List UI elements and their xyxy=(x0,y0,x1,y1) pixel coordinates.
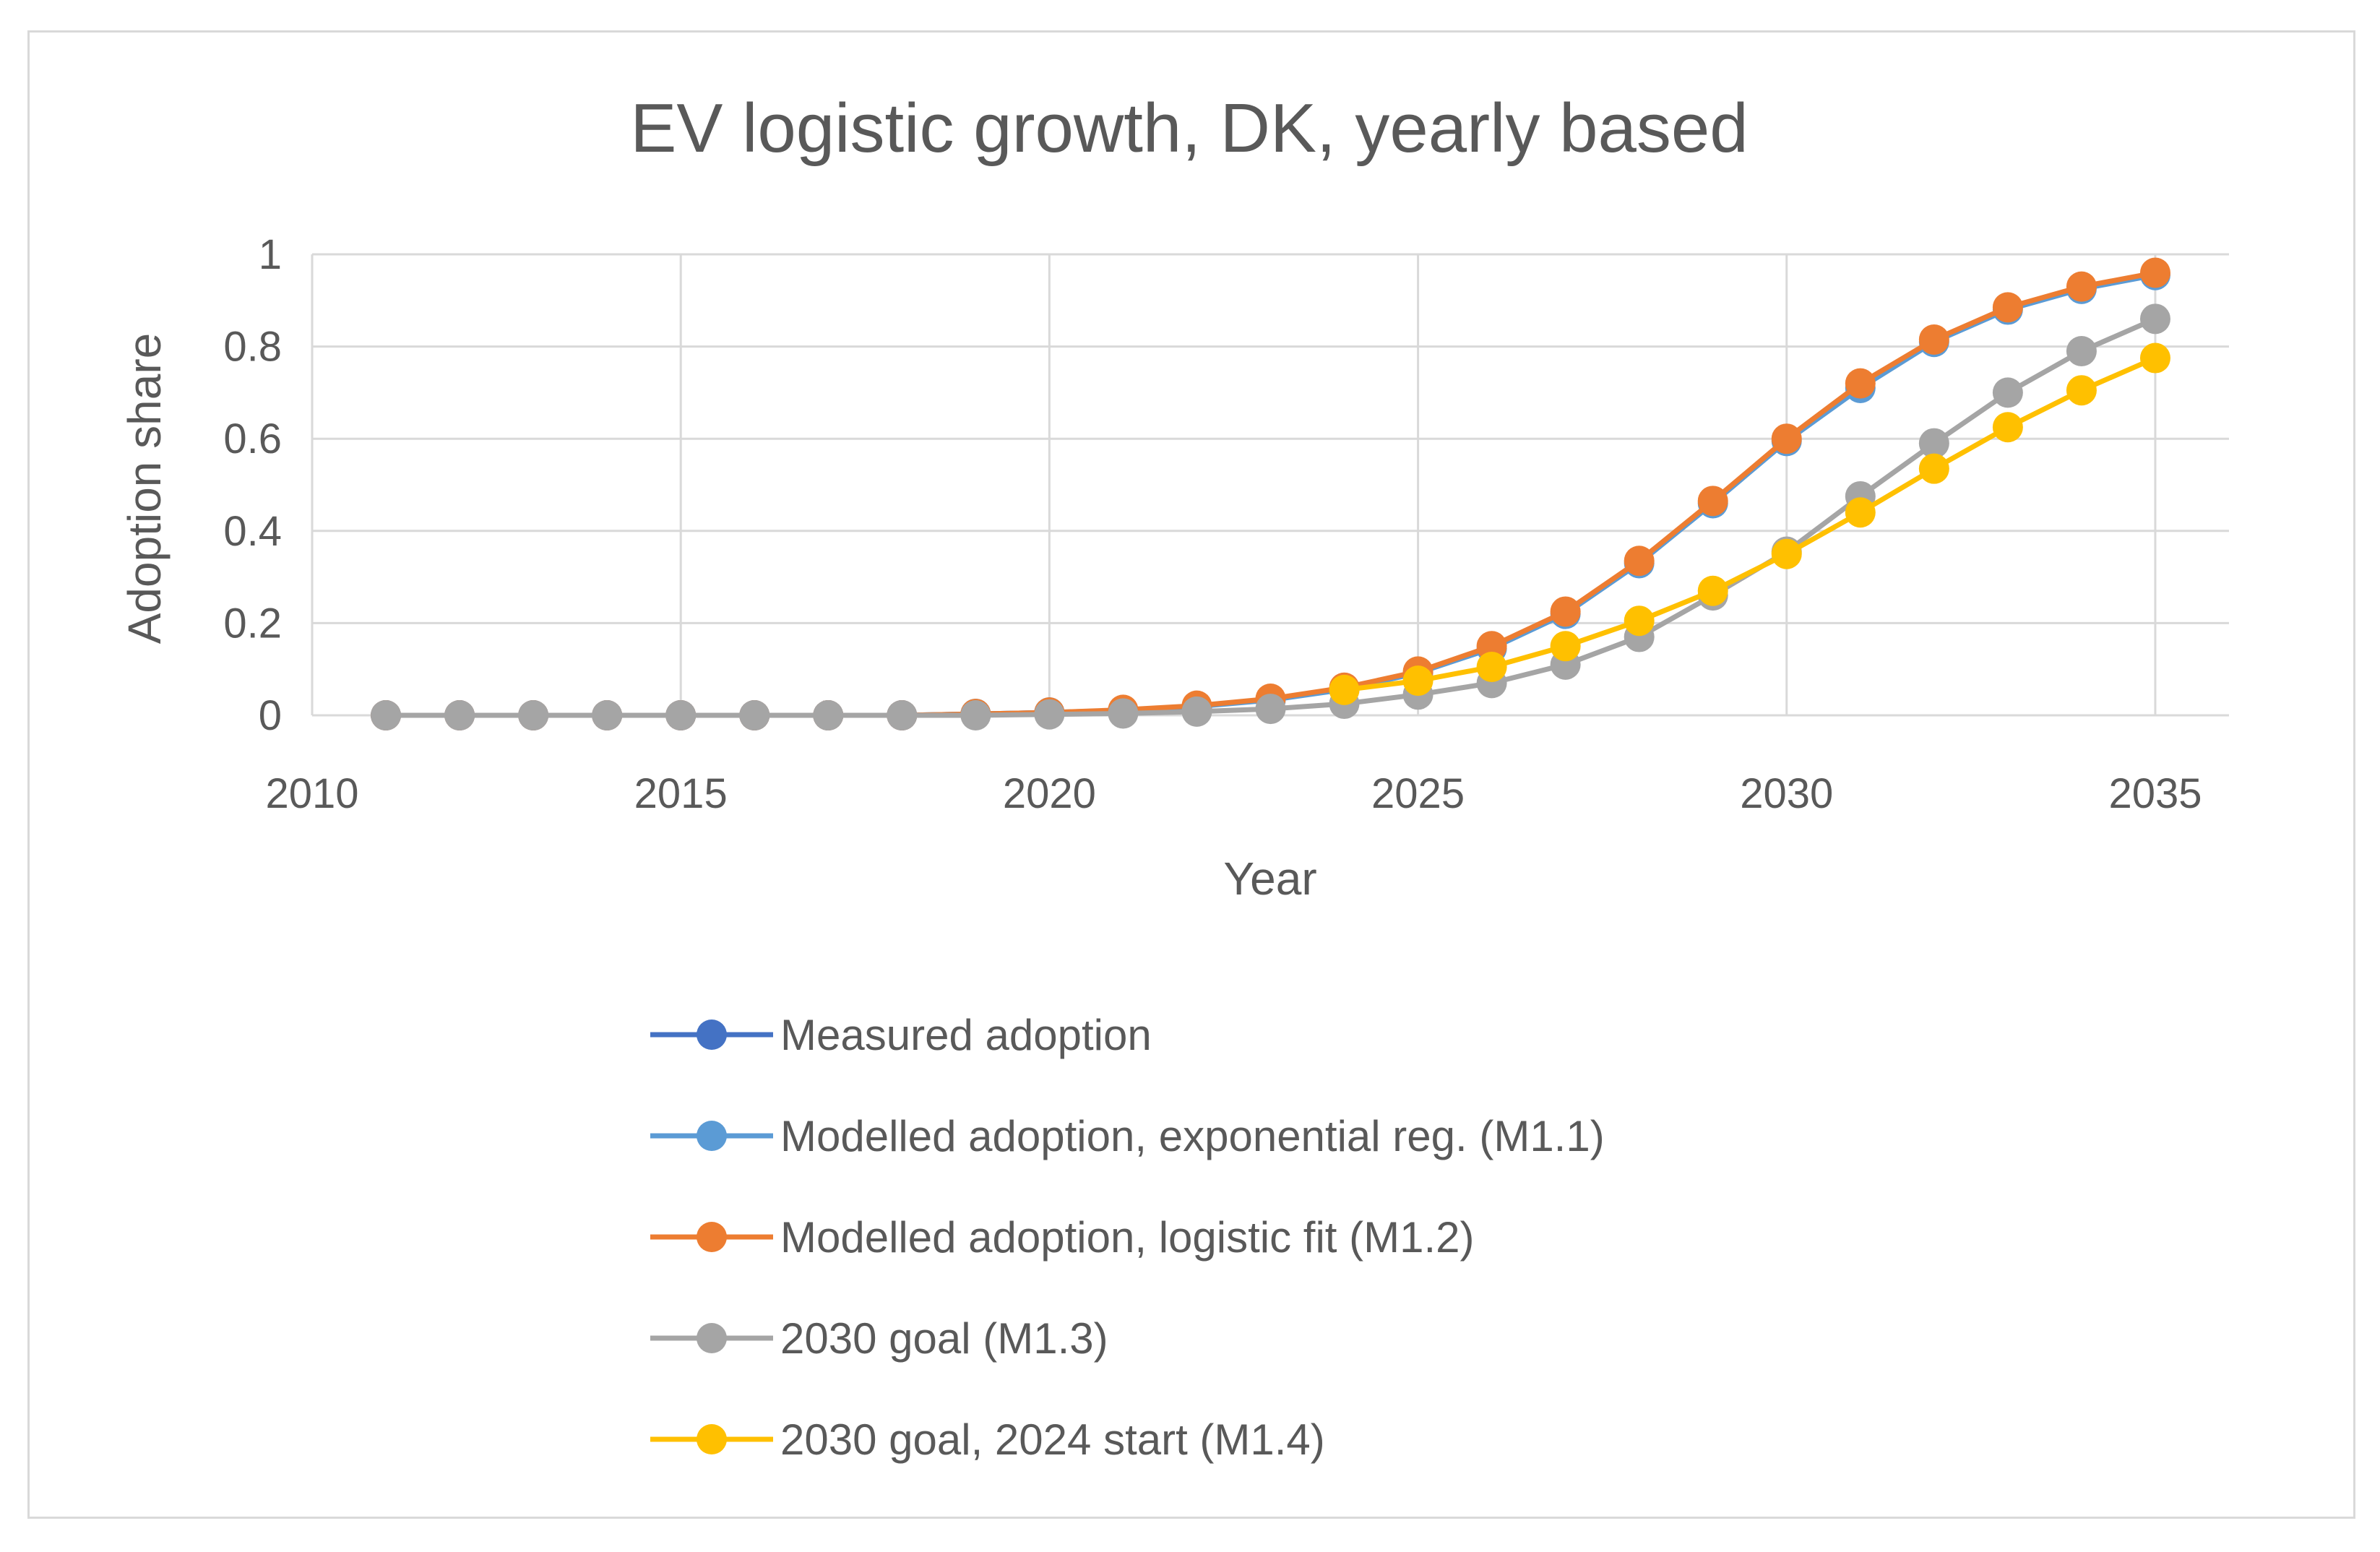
legend: Measured adoption Modelled adoption, expo… xyxy=(650,1011,1605,1464)
y-tick-label: 0.8 xyxy=(223,324,282,371)
series-5 xyxy=(1329,342,2170,705)
y-tick-label: 0 xyxy=(259,692,282,739)
x-axis-label: Year xyxy=(1223,853,1316,905)
y-axis-ticks: 0 0.2 0.4 0.6 0.8 1 xyxy=(223,231,282,739)
data-point xyxy=(1329,674,1360,705)
data-point xyxy=(2066,335,2097,366)
data-point xyxy=(1108,698,1139,729)
x-tick-label: 2020 xyxy=(1003,770,1096,817)
legend-entry: Measured adoption xyxy=(650,1011,1152,1059)
legend-entry: 2030 goal (M1.3) xyxy=(650,1314,1108,1363)
data-point xyxy=(1550,631,1581,662)
legend-label: Modelled adoption, logistic fit (M1.2) xyxy=(780,1213,1474,1262)
data-point xyxy=(2139,257,2170,288)
data-point xyxy=(1624,546,1655,577)
data-point xyxy=(2066,271,2097,302)
legend-entry: 2030 goal, 2024 start (M1.4) xyxy=(650,1415,1325,1464)
data-point xyxy=(1255,694,1286,725)
legend-label: 2030 goal, 2024 start (M1.4) xyxy=(780,1415,1325,1464)
data-point xyxy=(1181,696,1212,727)
data-point xyxy=(1992,377,2023,408)
y-tick-label: 0.4 xyxy=(223,508,282,555)
data-point xyxy=(1992,292,2023,323)
y-axis-label: Adoption share xyxy=(118,333,171,644)
legend-entry: Modelled adoption, logistic fit (M1.2) xyxy=(650,1213,1474,1262)
legend-label: Modelled adoption, exponential reg. (M1.… xyxy=(780,1112,1605,1160)
data-point xyxy=(371,700,402,730)
series-3 xyxy=(371,257,2170,730)
series-layer xyxy=(371,257,2170,730)
data-point xyxy=(960,700,991,730)
data-point xyxy=(2139,303,2170,335)
data-point xyxy=(1697,486,1728,517)
data-point xyxy=(1034,699,1065,730)
legend-label: 2030 goal (M1.3) xyxy=(780,1314,1108,1363)
y-tick-label: 0.2 xyxy=(223,600,282,647)
data-point xyxy=(1918,324,1949,355)
y-tick-label: 0.6 xyxy=(223,415,282,462)
data-point xyxy=(1845,368,1876,399)
data-point xyxy=(1476,652,1507,683)
x-tick-label: 2035 xyxy=(2108,770,2202,817)
gridlines xyxy=(311,253,2229,717)
data-point xyxy=(518,700,549,730)
data-point xyxy=(1771,538,1802,569)
data-point xyxy=(813,700,844,730)
series-2 xyxy=(371,259,2170,730)
data-point xyxy=(1771,423,1802,454)
legend-entry: Modelled adoption, exponential reg. (M1.… xyxy=(650,1112,1605,1160)
data-point xyxy=(887,700,918,730)
data-point xyxy=(1550,596,1581,627)
data-point xyxy=(1845,497,1876,528)
data-point xyxy=(1918,428,1949,459)
chart-title: EV logistic growth, DK, yearly based xyxy=(630,90,1748,167)
data-point xyxy=(592,700,623,730)
data-point xyxy=(1918,453,1949,484)
data-point xyxy=(2066,375,2097,406)
legend-marker xyxy=(697,1323,727,1353)
y-tick-label: 1 xyxy=(259,231,282,278)
legend-marker xyxy=(697,1121,727,1151)
x-axis-ticks: 2010 2015 2020 2025 2030 2035 xyxy=(265,770,2202,817)
chart-frame xyxy=(27,30,2355,1519)
x-tick-label: 2010 xyxy=(265,770,358,817)
legend-marker xyxy=(697,1424,727,1454)
series-line xyxy=(386,316,2157,718)
data-point xyxy=(739,700,770,730)
x-tick-label: 2030 xyxy=(1740,770,1833,817)
series-line xyxy=(1344,355,2157,693)
data-point xyxy=(665,700,697,730)
data-point xyxy=(1992,412,2023,443)
series-4 xyxy=(371,303,2170,730)
data-point xyxy=(2139,342,2170,374)
legend-marker xyxy=(697,1222,727,1252)
x-tick-label: 2025 xyxy=(1371,770,1465,817)
x-tick-label: 2015 xyxy=(634,770,728,817)
data-point xyxy=(444,700,475,730)
data-point xyxy=(1402,665,1433,697)
legend-marker xyxy=(697,1019,727,1050)
data-point xyxy=(1697,575,1728,606)
data-point xyxy=(1476,631,1507,662)
data-point xyxy=(1624,605,1655,637)
legend-label: Measured adoption xyxy=(780,1011,1152,1059)
